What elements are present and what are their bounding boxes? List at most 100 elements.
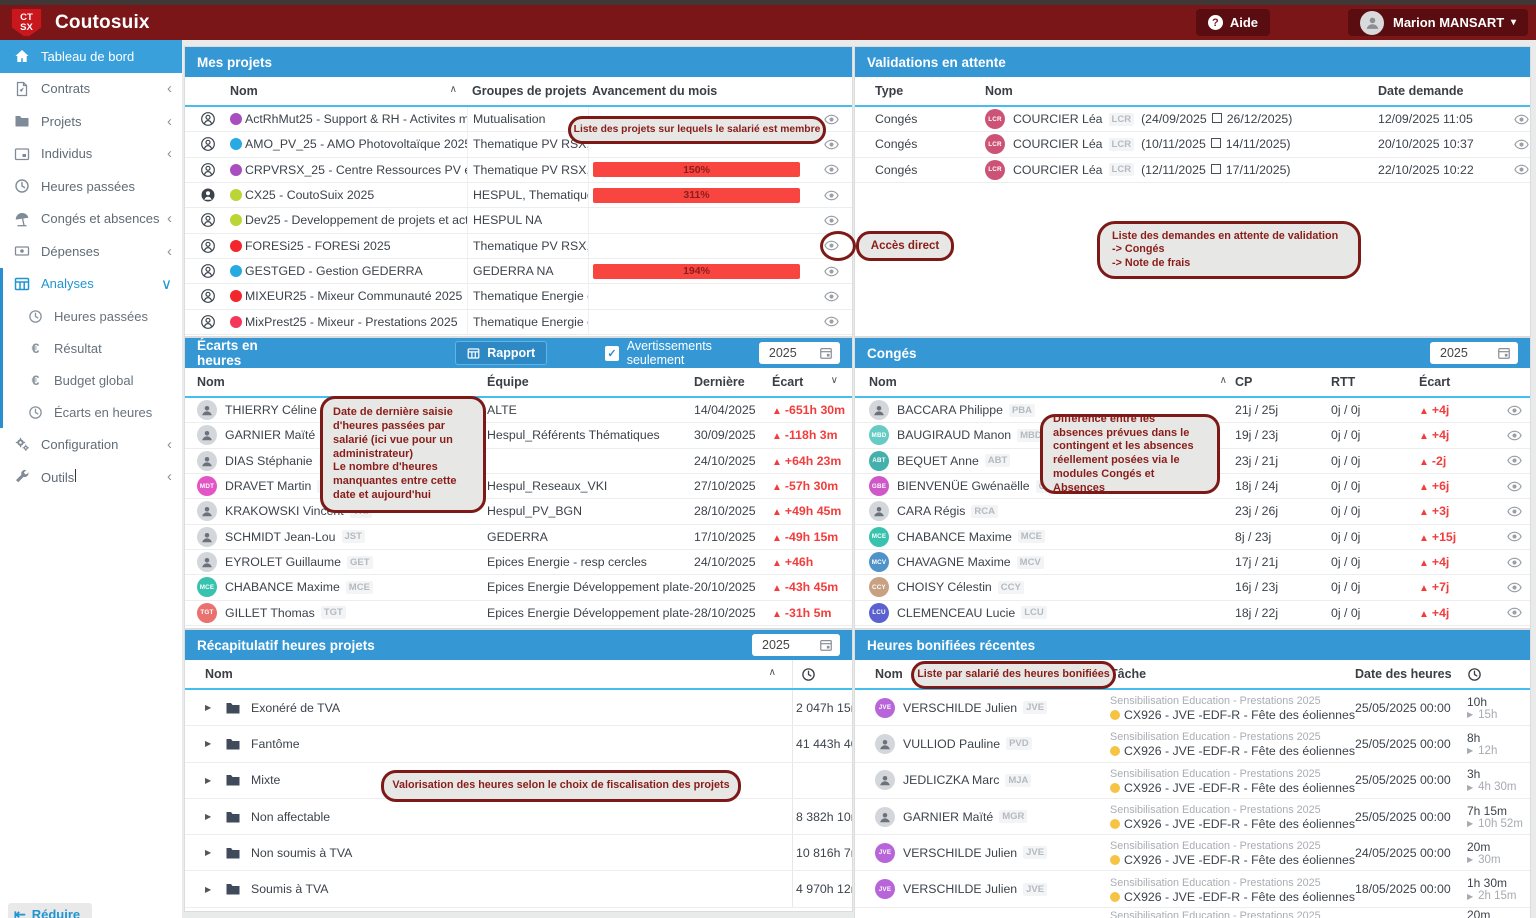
table-row-bonifiee[interactable]: JVE VERSCHILDE Julien JVE Sensibilisatio… bbox=[855, 835, 1530, 872]
table-row-bonifiee[interactable]: VULLIOD Pauline PVD Sensibilisation Educ… bbox=[855, 726, 1530, 763]
photo-avatar-icon bbox=[878, 737, 892, 751]
table-row-ecart[interactable]: SCHMIDT Jean-Lou JST GEDERRA 17/10/2025 … bbox=[185, 525, 852, 550]
person-name: VULLIOD Pauline bbox=[903, 736, 1001, 751]
view-eye-icon[interactable] bbox=[824, 188, 839, 203]
sidebar-item-analyses-heures-passees[interactable]: Heures passées bbox=[3, 300, 182, 332]
expand-caret-icon[interactable]: ▶ bbox=[205, 739, 212, 749]
table-row-projet[interactable]: ActRhMut25 - Support & RH - Activites mu… bbox=[185, 107, 852, 133]
table-row-recap[interactable]: ▶ Non soumis à TVA 10 816h 7m bbox=[185, 835, 852, 872]
table-row-ecart[interactable]: DIAS Stéphanie SDS 24/10/2025 ▲+64h 23m bbox=[185, 449, 852, 474]
avatar: GBE bbox=[869, 476, 889, 497]
table-row-projet[interactable]: CX25 - CoutoSuix 2025 HESPUL, Thematique… bbox=[185, 182, 852, 209]
year-selector[interactable]: 2025 bbox=[758, 342, 840, 364]
expand-caret-icon[interactable]: ▶ bbox=[205, 812, 212, 822]
person-name: VERSCHILDE Julien bbox=[903, 845, 1018, 860]
view-eye-icon[interactable] bbox=[824, 112, 839, 127]
table-row-partial[interactable]: Sensibilisation Education - Prestations … bbox=[855, 908, 1530, 918]
table-row-bonifiee[interactable]: JEDLICZKA Marc MJA Sensibilisation Educa… bbox=[855, 763, 1530, 799]
view-eye-icon[interactable] bbox=[824, 264, 839, 279]
expand-caret-icon[interactable]: ▶ bbox=[205, 703, 212, 713]
table-row-conge[interactable]: MCE CHABANCE Maxime MCE 8j / 23j 0j / 0j… bbox=[855, 525, 1530, 550]
view-eye-icon[interactable] bbox=[1507, 504, 1522, 519]
expand-caret-icon[interactable]: ▶ bbox=[205, 775, 212, 785]
table-row-conge[interactable]: CCY CHOISY Célestin CCY 16j / 23j 0j / 0… bbox=[855, 575, 1530, 601]
view-eye-icon[interactable] bbox=[824, 162, 839, 177]
project-name: CRPVRSX_25 - Centre Ressources PV et RSX bbox=[245, 162, 467, 177]
table-row-ecart[interactable]: KRAKOWSKI Vincent VKI Hespul_PV_BGN 28/1… bbox=[185, 499, 852, 525]
sidebar-item-analyses[interactable]: Analyses ∨ bbox=[3, 268, 182, 301]
table-row-projet[interactable]: Dev25 - Developpement de projets et acti… bbox=[185, 208, 852, 234]
panel-validations: Validations en attente Type Nom Date dem… bbox=[855, 47, 1530, 336]
sidebar-item-tableau-de-bord[interactable]: Tableau de bord bbox=[0, 40, 182, 73]
sort-asc-icon[interactable]: ∧ bbox=[768, 667, 776, 678]
table-row-recap[interactable]: ▶ Exonéré de TVA 2 047h 15m bbox=[185, 690, 852, 727]
table-row-projet[interactable]: GESTGED - Gestion GEDERRA GEDERRA NA 194… bbox=[185, 258, 852, 285]
year-selector[interactable]: 2025 bbox=[752, 634, 840, 656]
view-eye-icon[interactable] bbox=[1507, 555, 1522, 570]
collapse-sidebar-button[interactable]: ⇤ Réduire bbox=[8, 903, 92, 918]
table-row-conge[interactable]: LCU CLEMENCEAU Lucie LCU 18j / 22j 0j / … bbox=[855, 601, 1530, 626]
table-row-bonifiee[interactable]: GARNIER Maïté MGR Sensibilisation Educat… bbox=[855, 799, 1530, 836]
table-row-recap[interactable]: ▶ Soumis à TVA 4 970h 12m bbox=[185, 871, 852, 908]
view-eye-icon[interactable] bbox=[1507, 403, 1522, 418]
table-row-projet[interactable]: FORESi25 - FORESi 2025 Thematique PV RSX… bbox=[185, 233, 852, 259]
expand-caret-icon[interactable]: ▶ bbox=[205, 848, 212, 858]
table-row-projet[interactable]: MIXEUR25 - Mixeur Communauté 2025 Themat… bbox=[185, 284, 852, 310]
view-eye-icon[interactable] bbox=[824, 213, 839, 228]
table-row-projet[interactable]: CRPVRSX_25 - Centre Ressources PV et RSX… bbox=[185, 157, 852, 183]
table-row-ecart[interactable]: MDT DRAVET Martin MDT Hespul_Reseaux_VKI… bbox=[185, 474, 852, 500]
view-eye-icon[interactable] bbox=[1514, 137, 1529, 152]
table-row-ecart[interactable]: THIERRY Céline CTY ALTE 14/04/2025 ▲-651… bbox=[185, 398, 852, 424]
sort-asc-icon[interactable]: ∧ bbox=[449, 84, 457, 95]
help-button[interactable]: ? Aide bbox=[1195, 9, 1270, 36]
sidebar-item-analyses-ecarts-heures[interactable]: Écarts en heures bbox=[3, 396, 182, 428]
view-eye-icon[interactable] bbox=[1507, 428, 1522, 443]
sidebar-item-individus[interactable]: Individus ‹ bbox=[0, 138, 182, 171]
table-row-ecart[interactable]: MCE CHABANCE Maxime MCE Epices Energie D… bbox=[185, 575, 852, 601]
view-eye-icon[interactable] bbox=[1507, 453, 1522, 468]
sidebar-item-conges-absences[interactable]: Congés et absences ‹ bbox=[0, 203, 182, 236]
table-row-ecart[interactable]: EYROLET Guillaume GET Epices Energie - r… bbox=[185, 550, 852, 576]
person-name: KRAKOWSKI Vincent bbox=[225, 504, 344, 519]
table-row-recap[interactable]: ▶ Fantôme 41 443h 40m bbox=[185, 726, 852, 763]
sidebar-item-contrats[interactable]: Contrats ‹ bbox=[0, 73, 182, 106]
avertissements-checkbox[interactable]: ✓ bbox=[605, 345, 619, 361]
sidebar-item-analyses-resultat[interactable]: € Résultat bbox=[3, 332, 182, 364]
view-eye-icon[interactable] bbox=[1507, 580, 1522, 595]
rapport-button[interactable]: Rapport bbox=[455, 341, 548, 365]
avatar: JVE bbox=[875, 879, 895, 900]
table-row-projet[interactable]: AMO_PV_25 - AMO Photovoltaïque 2025 Them… bbox=[185, 132, 852, 158]
table-row-recap[interactable]: ▶ Non affectable 8 382h 10m bbox=[185, 798, 852, 836]
table-row-ecart[interactable]: GARNIER Maïté MGR Hespul_Référents Théma… bbox=[185, 423, 852, 449]
view-eye-icon[interactable] bbox=[1507, 479, 1522, 494]
sidebar-item-analyses-budget-global[interactable]: € Budget global bbox=[3, 364, 182, 396]
view-eye-icon[interactable] bbox=[824, 314, 839, 329]
table-row-bonifiee[interactable]: JVE VERSCHILDE Julien JVE Sensibilisatio… bbox=[855, 690, 1530, 727]
sidebar-item-depenses[interactable]: Dépenses ‹ bbox=[0, 235, 182, 268]
view-eye-icon[interactable] bbox=[1507, 529, 1522, 544]
table-row-conge[interactable]: GBE BIENVENÜE Gwénaëlle GBE 18j / 24j 0j… bbox=[855, 474, 1530, 500]
sidebar-item-outils[interactable]: Outils ‹ bbox=[0, 461, 182, 494]
chevron-left-icon: ‹ bbox=[167, 112, 172, 130]
sidebar-item-configuration[interactable]: Configuration ‹ bbox=[0, 428, 182, 461]
view-eye-icon[interactable] bbox=[824, 137, 839, 152]
sidebar-item-heures-passees[interactable]: Heures passées bbox=[0, 170, 182, 203]
table-row-projet[interactable]: MixPrest25 - Mixeur - Prestations 2025 T… bbox=[185, 309, 852, 335]
view-eye-icon[interactable] bbox=[824, 289, 839, 304]
user-menu[interactable]: Marion MANSART ▾ bbox=[1348, 9, 1528, 36]
sidebar-item-projets[interactable]: Projets ‹ bbox=[0, 105, 182, 138]
view-eye-icon[interactable] bbox=[1507, 605, 1522, 620]
table-row-validation[interactable]: Congés LCR COURCIER Léa LCR (10/11/2025 1… bbox=[855, 132, 1530, 158]
table-row-ecart[interactable]: TGT GILLET Thomas TGT Epices Energie Dév… bbox=[185, 601, 852, 626]
expand-caret-icon[interactable]: ▶ bbox=[205, 884, 212, 894]
view-eye-icon[interactable] bbox=[1514, 162, 1529, 177]
table-row-conge[interactable]: CARA Régis RCA 23j / 26j 0j / 0j ▲ +3j bbox=[855, 499, 1530, 525]
sort-asc-icon[interactable]: ∧ bbox=[1219, 375, 1227, 386]
sort-desc-icon[interactable]: ∨ bbox=[830, 375, 838, 386]
year-selector[interactable]: 2025 bbox=[1430, 342, 1518, 364]
table-row-bonifiee[interactable]: JVE VERSCHILDE Julien JVE Sensibilisatio… bbox=[855, 871, 1530, 908]
table-row-validation[interactable]: Congés LCR COURCIER Léa LCR (24/09/2025 2… bbox=[855, 107, 1530, 133]
table-row-validation[interactable]: Congés LCR COURCIER Léa LCR (12/11/2025 1… bbox=[855, 158, 1530, 183]
table-row-conge[interactable]: MCV CHAVAGNE Maxime MCV 17j / 21j 0j / 0… bbox=[855, 550, 1530, 576]
view-eye-icon[interactable] bbox=[1514, 112, 1529, 127]
